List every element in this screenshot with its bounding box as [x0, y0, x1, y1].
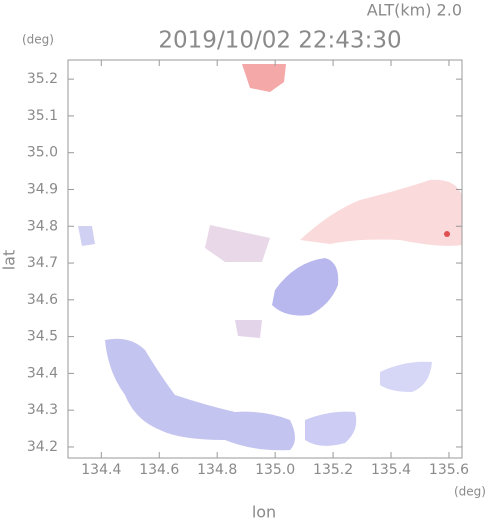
x-tick-label: 134.8	[197, 462, 237, 478]
y-tick-label: 35.2	[27, 71, 58, 87]
y-tick-label: 34.6	[27, 292, 58, 308]
echo-red	[242, 64, 286, 92]
echo-core	[444, 231, 450, 237]
y-tick-label: 34.2	[27, 439, 58, 455]
y-tick-label: 34.3	[27, 402, 58, 418]
echo-red	[300, 179, 462, 246]
echo-blue	[105, 338, 295, 451]
echo-blue	[78, 226, 95, 246]
x-tick-label: 134.6	[139, 462, 179, 478]
echo-blue	[272, 258, 339, 316]
altitude: ALT(km) 2.0	[367, 1, 462, 20]
echo-mixed	[235, 320, 262, 338]
x-tick-label: 135.6	[429, 462, 469, 478]
y-tick-label: 35.0	[27, 145, 58, 161]
echoes	[78, 64, 462, 451]
y-tick-label: 34.5	[27, 329, 58, 345]
x-tick-label: 135.0	[255, 462, 295, 478]
chart-title: 2019/10/02 22:43:30	[158, 28, 401, 54]
echo-blue	[305, 411, 357, 446]
x-tick-label: 135.4	[371, 462, 411, 478]
y-unit: (deg)	[22, 33, 54, 47]
y-tick-label: 34.7	[27, 255, 58, 271]
plot-frame	[67, 59, 463, 459]
echo-blue	[380, 361, 432, 392]
y-label: lat	[0, 250, 19, 271]
axes: 34.2 34.3 34.4 34.5 34.6 34.7 34.8 34.9 35.0 35.1…	[27, 59, 469, 478]
echo-mixed	[205, 225, 270, 262]
y-tick-label: 34.8	[27, 218, 58, 234]
x-tick-label: 134.4	[81, 462, 121, 478]
y-tick-label: 35.1	[27, 108, 58, 124]
x-tick-label: 135.2	[313, 462, 353, 478]
x-unit: (deg)	[454, 485, 486, 499]
x-label: lon	[252, 503, 276, 521]
y-tick-label: 34.9	[27, 181, 58, 197]
y-tick-label: 34.4	[27, 365, 58, 381]
